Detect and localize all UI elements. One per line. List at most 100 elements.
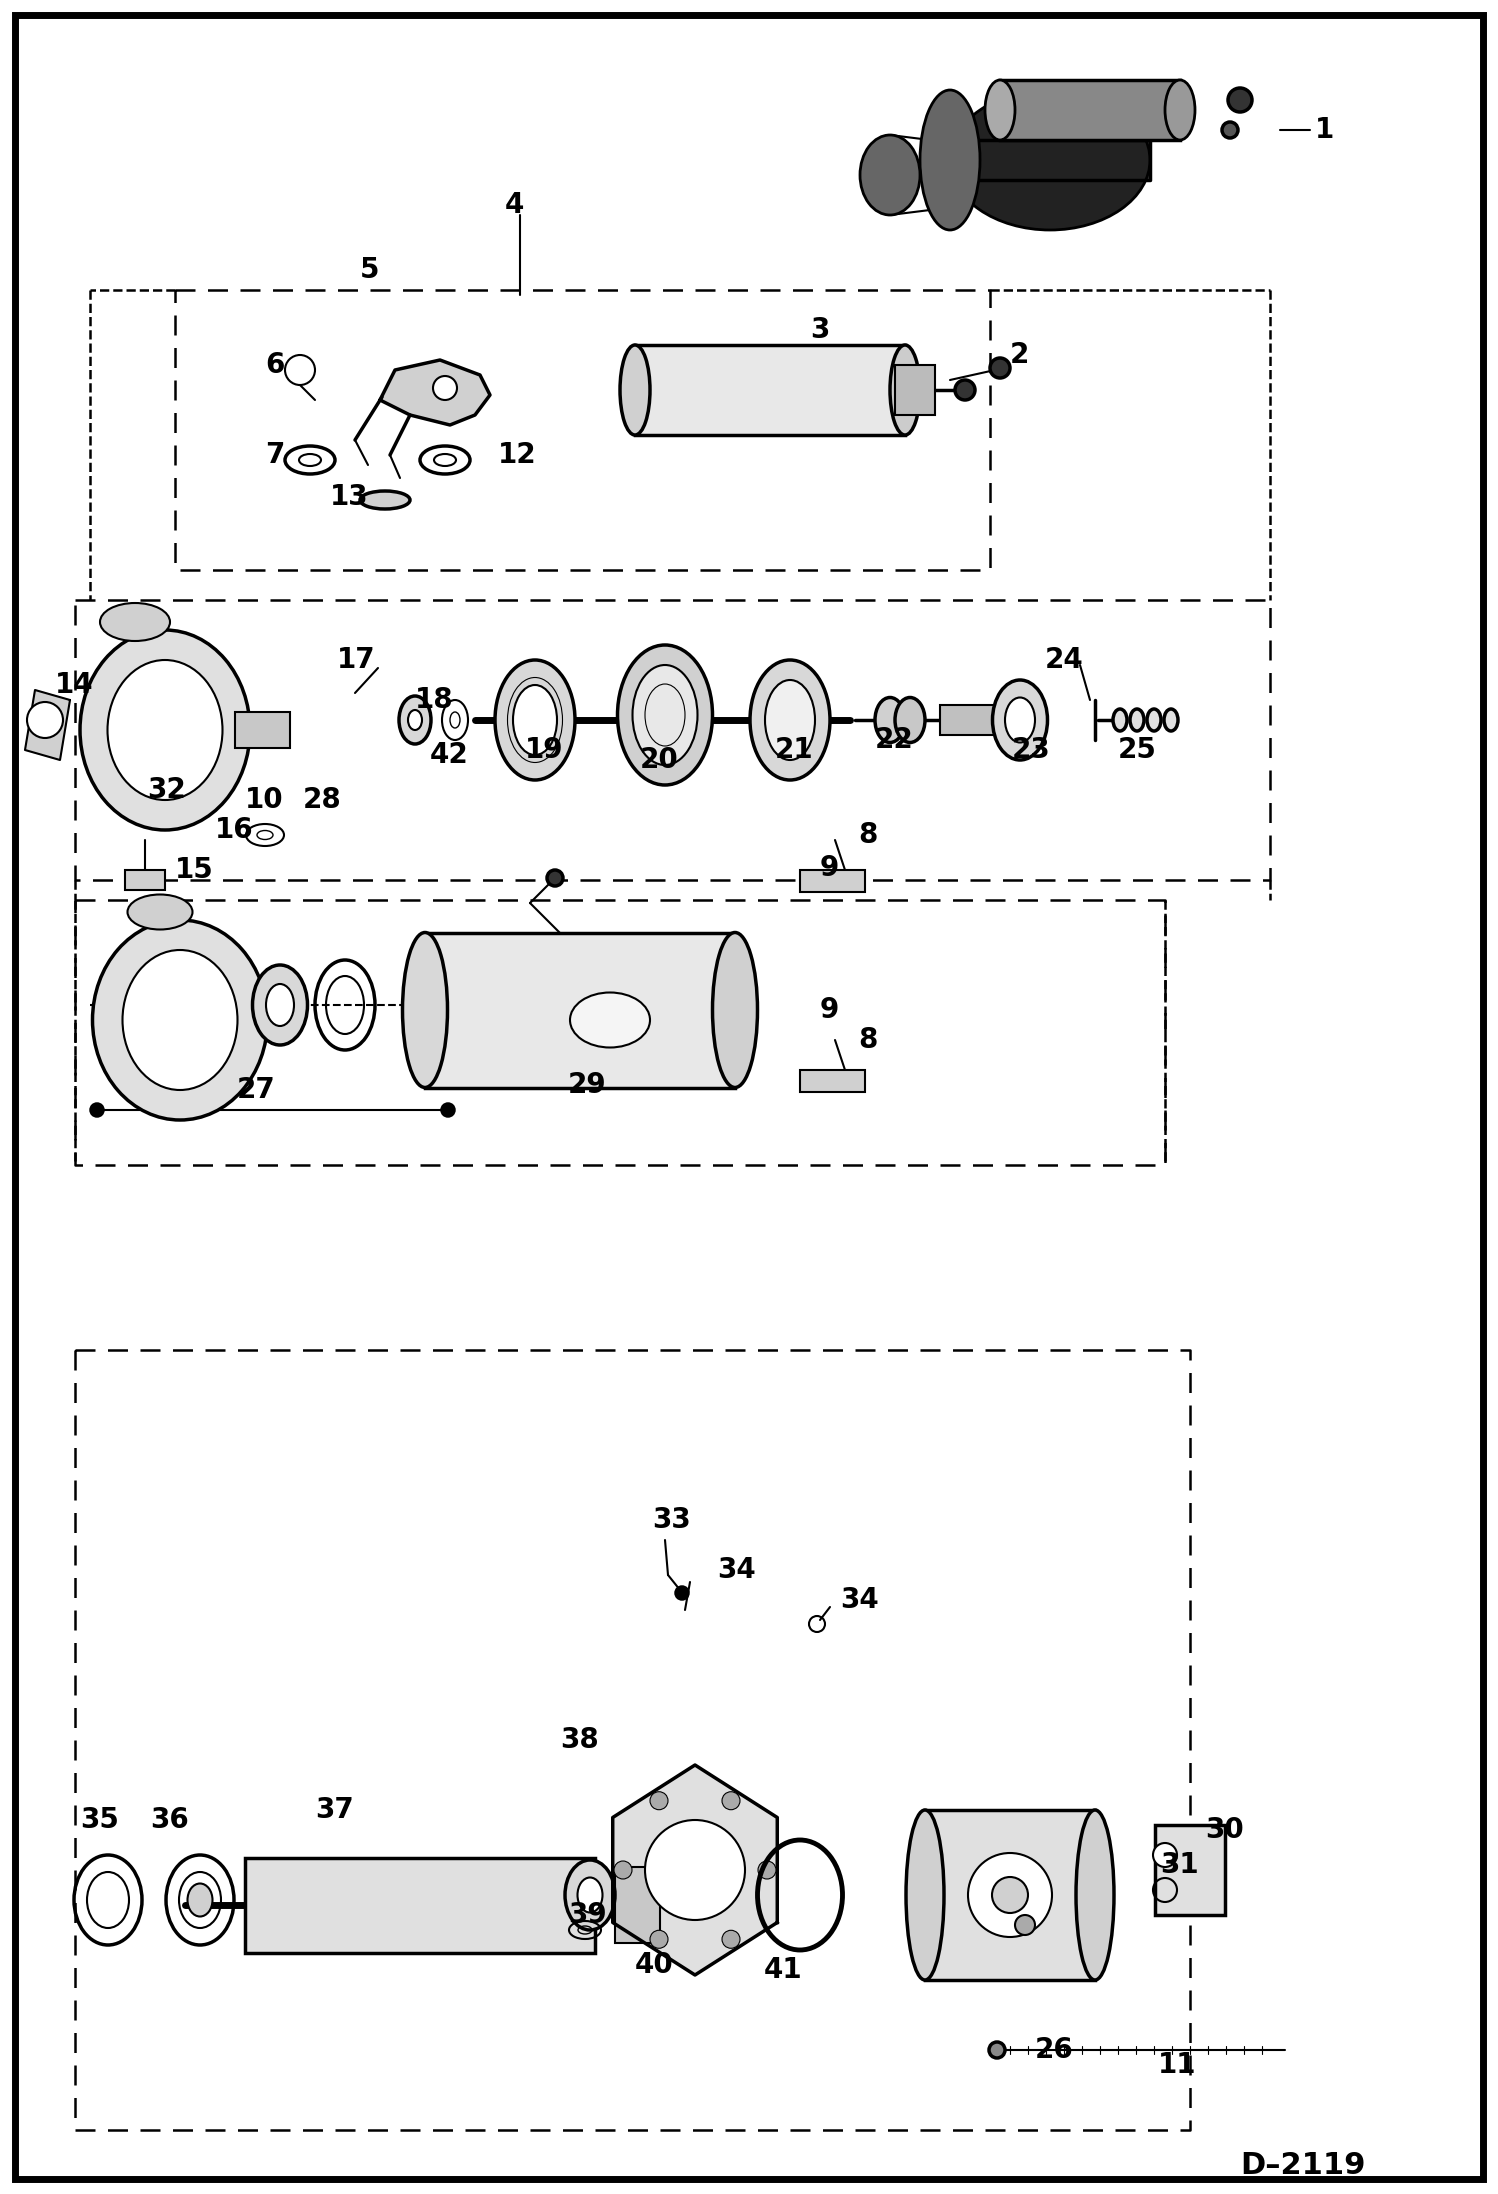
Text: 1: 1 bbox=[1315, 116, 1335, 145]
Ellipse shape bbox=[1113, 709, 1126, 731]
Text: 9: 9 bbox=[819, 996, 839, 1025]
Ellipse shape bbox=[1076, 1810, 1115, 1979]
Circle shape bbox=[285, 355, 315, 384]
Circle shape bbox=[758, 1861, 776, 1878]
Circle shape bbox=[989, 2043, 1005, 2058]
Bar bbox=[124, 871, 165, 891]
Circle shape bbox=[433, 375, 457, 399]
Ellipse shape bbox=[713, 932, 758, 1088]
Text: 6: 6 bbox=[265, 351, 285, 380]
Bar bbox=[235, 713, 291, 748]
Ellipse shape bbox=[890, 344, 920, 434]
Polygon shape bbox=[613, 1764, 777, 1975]
Ellipse shape bbox=[285, 445, 336, 474]
Text: 40: 40 bbox=[635, 1950, 674, 1979]
Ellipse shape bbox=[360, 491, 410, 509]
Ellipse shape bbox=[403, 932, 448, 1088]
Text: 33: 33 bbox=[652, 1505, 691, 1534]
Polygon shape bbox=[950, 140, 1150, 180]
Circle shape bbox=[91, 1104, 103, 1117]
Ellipse shape bbox=[578, 1878, 602, 1913]
Text: 15: 15 bbox=[175, 856, 214, 884]
Ellipse shape bbox=[765, 680, 815, 759]
Circle shape bbox=[1016, 1915, 1035, 1935]
Ellipse shape bbox=[246, 825, 285, 847]
Circle shape bbox=[676, 1586, 688, 1599]
Circle shape bbox=[968, 1854, 1052, 1937]
Text: 3: 3 bbox=[810, 316, 830, 344]
Ellipse shape bbox=[1165, 79, 1195, 140]
Circle shape bbox=[547, 871, 563, 886]
Bar bbox=[924, 1810, 1095, 1979]
Text: 41: 41 bbox=[764, 1957, 803, 1983]
Ellipse shape bbox=[419, 445, 470, 474]
Text: 32: 32 bbox=[147, 777, 186, 803]
Ellipse shape bbox=[123, 950, 238, 1090]
Text: 18: 18 bbox=[415, 687, 454, 713]
Circle shape bbox=[27, 702, 63, 737]
Ellipse shape bbox=[127, 895, 193, 930]
Text: 24: 24 bbox=[1046, 645, 1083, 674]
Text: 2: 2 bbox=[1010, 340, 1029, 369]
Circle shape bbox=[650, 1931, 668, 1948]
Ellipse shape bbox=[632, 665, 698, 766]
Text: 17: 17 bbox=[337, 645, 376, 674]
Ellipse shape bbox=[617, 645, 713, 785]
Text: 20: 20 bbox=[640, 746, 679, 774]
Circle shape bbox=[1153, 1843, 1177, 1867]
Text: 34: 34 bbox=[840, 1586, 879, 1615]
Polygon shape bbox=[380, 360, 490, 426]
Ellipse shape bbox=[571, 992, 650, 1047]
Text: 8: 8 bbox=[858, 821, 878, 849]
Ellipse shape bbox=[407, 711, 422, 731]
Circle shape bbox=[646, 1821, 745, 1920]
Ellipse shape bbox=[875, 698, 905, 742]
Bar bbox=[800, 1071, 864, 1093]
Ellipse shape bbox=[100, 603, 169, 641]
Circle shape bbox=[992, 1878, 1028, 1913]
Text: 31: 31 bbox=[1159, 1852, 1198, 1878]
Ellipse shape bbox=[950, 90, 1150, 230]
Ellipse shape bbox=[920, 90, 980, 230]
Bar bbox=[425, 932, 736, 1088]
Text: 25: 25 bbox=[1118, 735, 1156, 764]
Text: 27: 27 bbox=[237, 1075, 276, 1104]
Ellipse shape bbox=[750, 660, 830, 781]
Ellipse shape bbox=[267, 983, 294, 1027]
Ellipse shape bbox=[79, 630, 250, 829]
Ellipse shape bbox=[434, 454, 455, 465]
Ellipse shape bbox=[1005, 698, 1035, 742]
Ellipse shape bbox=[93, 919, 268, 1119]
Ellipse shape bbox=[986, 79, 1016, 140]
Bar bbox=[894, 364, 935, 415]
Ellipse shape bbox=[565, 1861, 616, 1931]
Circle shape bbox=[614, 1861, 632, 1878]
Text: 22: 22 bbox=[875, 726, 914, 755]
Bar bbox=[246, 1858, 595, 1953]
Text: 7: 7 bbox=[265, 441, 285, 470]
Text: 30: 30 bbox=[1204, 1817, 1243, 1843]
Text: 28: 28 bbox=[303, 785, 342, 814]
Text: 16: 16 bbox=[216, 816, 253, 845]
Ellipse shape bbox=[906, 1810, 944, 1979]
Circle shape bbox=[650, 1792, 668, 1810]
Ellipse shape bbox=[512, 685, 557, 755]
Ellipse shape bbox=[1129, 709, 1144, 731]
Ellipse shape bbox=[187, 1882, 213, 1918]
Text: 4: 4 bbox=[505, 191, 524, 219]
Bar bbox=[941, 704, 995, 735]
Text: D–2119: D–2119 bbox=[1240, 2150, 1366, 2179]
Ellipse shape bbox=[108, 660, 223, 801]
Text: 13: 13 bbox=[330, 483, 369, 511]
Ellipse shape bbox=[300, 454, 321, 465]
Circle shape bbox=[956, 380, 975, 399]
Text: 23: 23 bbox=[1013, 735, 1050, 764]
Polygon shape bbox=[25, 689, 70, 759]
Circle shape bbox=[990, 358, 1010, 377]
Ellipse shape bbox=[620, 344, 650, 434]
Bar bbox=[800, 871, 864, 893]
Bar bbox=[1155, 1825, 1225, 1915]
Ellipse shape bbox=[894, 698, 924, 742]
Circle shape bbox=[722, 1931, 740, 1948]
Text: 10: 10 bbox=[246, 785, 283, 814]
